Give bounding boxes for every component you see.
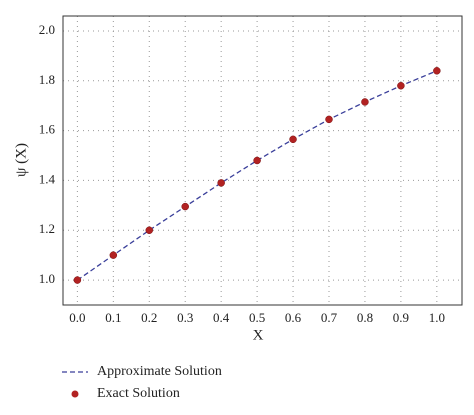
x-tick-label: 0.5 [249, 310, 265, 325]
approx-line [77, 70, 438, 281]
y-tick-label: 1.2 [39, 221, 55, 236]
exact-point [181, 202, 189, 211]
x-tick-label: 0.8 [357, 310, 373, 325]
y-tick-label: 1.6 [39, 122, 56, 137]
x-tick-label: 0.2 [141, 310, 157, 325]
exact-point [361, 98, 369, 106]
y-tick-label: 2.0 [39, 22, 55, 37]
x-tick-label: 0.4 [213, 310, 230, 325]
exact-point [73, 276, 82, 284]
legend-label: Approximate Solution [97, 364, 222, 379]
y-tick-label: 1.4 [39, 171, 56, 186]
y-tick-label: 1.0 [39, 271, 55, 286]
y-axis-label: ψ (X) [13, 143, 29, 177]
x-axis-label: X [253, 327, 264, 343]
x-tick-label: 0.3 [177, 310, 193, 325]
exact-point [325, 115, 333, 124]
exact-point [109, 251, 118, 259]
x-tick-label: 0.0 [69, 310, 85, 325]
legend-label: Exact Solution [97, 386, 180, 401]
exact-point [289, 135, 297, 144]
exact-point [253, 156, 261, 165]
y-tick-label: 1.8 [39, 72, 55, 87]
exact-point [397, 82, 405, 90]
x-tick-label: 0.9 [393, 310, 409, 325]
exact-point [433, 67, 441, 75]
x-tick-label: 0.1 [105, 310, 121, 325]
x-tick-label: 0.7 [321, 310, 338, 325]
plot-frame [62, 15, 463, 306]
exact-point [217, 179, 225, 187]
legend-swatch [71, 390, 79, 398]
x-tick-label: 0.6 [285, 310, 302, 325]
x-tick-label: 1.0 [429, 310, 445, 325]
exact-point [145, 226, 154, 235]
